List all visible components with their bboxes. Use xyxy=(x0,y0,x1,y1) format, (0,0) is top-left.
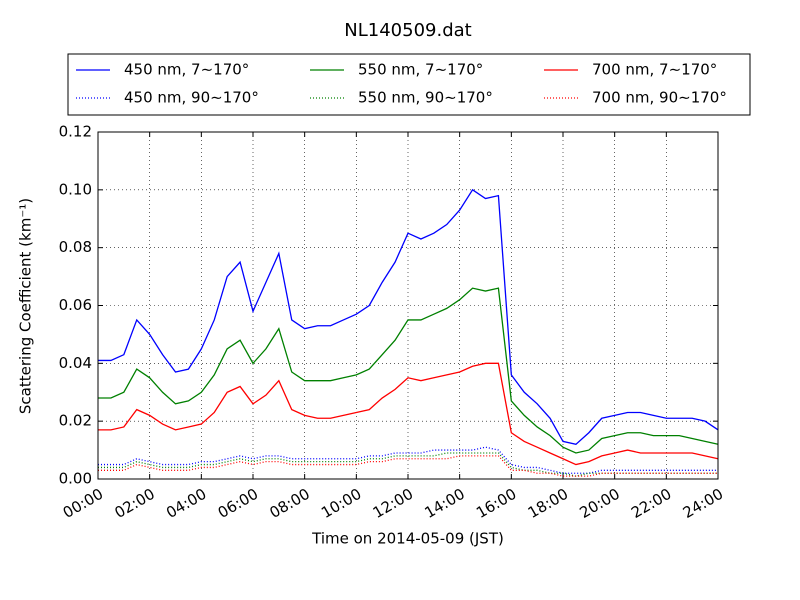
legend-label: 550 nm, 7∼170° xyxy=(358,61,483,79)
x-tick-label: 02:00 xyxy=(111,485,157,522)
legend-box xyxy=(67,53,751,116)
x-tick-label: 00:00 xyxy=(60,485,106,522)
y-tick-label: 0.00 xyxy=(59,470,92,488)
y-tick-label: 0.02 xyxy=(59,412,92,430)
x-tick-label: 22:00 xyxy=(628,485,674,522)
x-tick-label: 08:00 xyxy=(266,485,312,522)
data-line xyxy=(98,287,719,454)
x-tick-label: 24:00 xyxy=(680,485,726,522)
y-tick-label: 0.06 xyxy=(59,296,92,314)
legend-label: 700 nm, 90∼170° xyxy=(592,89,727,107)
data-line xyxy=(98,455,718,477)
x-tick-label: 10:00 xyxy=(318,485,364,522)
x-tick-label: 16:00 xyxy=(473,485,519,522)
x-tick-label: 04:00 xyxy=(163,485,209,522)
legend-label: 550 nm, 90∼170° xyxy=(358,89,493,107)
y-axis-label: Scattering Coefficient (km⁻¹) xyxy=(17,198,35,414)
x-tick-label: 12:00 xyxy=(370,485,416,522)
legend-label: 450 nm, 7∼170° xyxy=(124,61,249,79)
y-tick-label: 0.12 xyxy=(59,123,92,141)
x-tick-label: 14:00 xyxy=(421,485,467,522)
y-tick-label: 0.10 xyxy=(59,180,92,198)
legend-label: 700 nm, 7∼170° xyxy=(592,61,717,79)
plot-frame xyxy=(97,131,719,480)
data-line xyxy=(98,446,718,474)
data-line xyxy=(98,362,719,466)
chart-title: NL140509.dat xyxy=(344,20,471,41)
x-axis-label: Time on 2014-05-09 (JST) xyxy=(311,530,504,548)
y-tick-label: 0.04 xyxy=(59,354,92,372)
data-line xyxy=(98,452,718,477)
y-tick-label: 0.08 xyxy=(59,238,92,256)
legend-label: 450 nm, 90∼170° xyxy=(124,89,259,107)
x-tick-label: 18:00 xyxy=(525,485,571,522)
x-tick-label: 20:00 xyxy=(576,485,622,522)
data-line xyxy=(98,188,719,446)
x-tick-label: 06:00 xyxy=(215,485,261,522)
